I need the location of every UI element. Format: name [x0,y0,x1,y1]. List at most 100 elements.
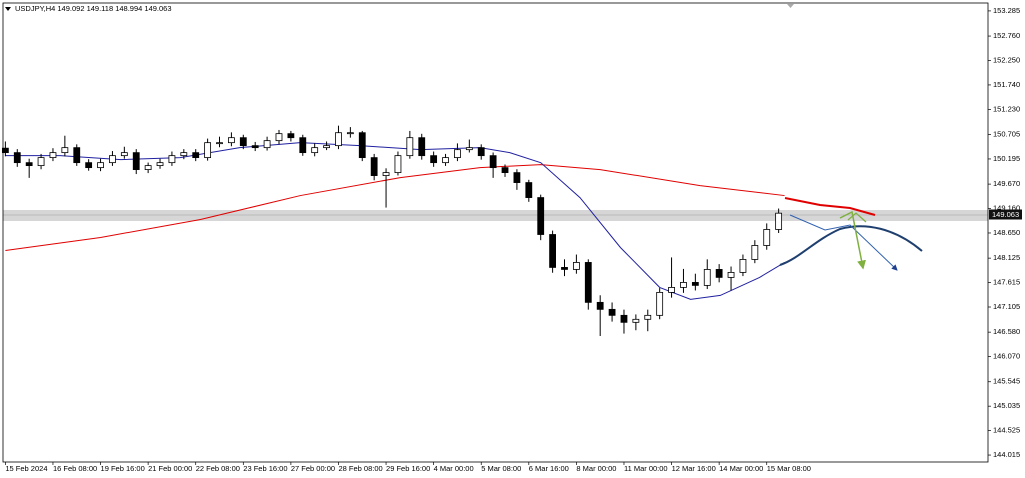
candle-body [501,167,509,174]
candle-body [299,137,307,154]
candle-body [382,172,390,176]
y-tick-label: 147.105 [993,302,1020,311]
x-tick-label: 12 Mar 16:00 [672,464,716,473]
candle-body [311,147,319,154]
x-tick-label: 19 Feb 16:00 [101,464,145,473]
x-tick-label: 28 Feb 08:00 [338,464,382,473]
price-label: 149.063 [992,210,1019,219]
candle-body [251,145,259,149]
candle-body [680,282,687,288]
forecast-curve [779,225,923,266]
x-tick-label: 23 Feb 16:00 [243,464,287,473]
price-label-box [989,209,1022,220]
x-tick-label: 16 Feb 08:00 [53,464,97,473]
candle-body [37,157,45,167]
candle-body [156,162,164,167]
candle-body [489,155,497,169]
candle-body [204,142,212,159]
x-tick-label: 15 Mar 08:00 [767,464,811,473]
x-tick-label: 5 Mar 08:00 [481,464,521,473]
candle-body [73,147,81,164]
candle-body [442,157,449,164]
candle-body [61,147,69,154]
x-tick-label: 4 Mar 00:00 [434,464,474,473]
chart-title: USDJPY,H4 149.092 149.118 148.994 149.06… [15,4,172,13]
candle-body [358,132,366,159]
y-tick-label: 152.760 [993,31,1020,40]
y-tick-label: 144.015 [993,450,1020,459]
candle-body [739,259,747,273]
plot-frame [2,2,989,463]
y-tick-label: 147.615 [993,278,1020,287]
y-tick-label: 146.070 [993,352,1020,361]
candle-body [239,137,247,147]
y-tick-label: 148.650 [993,228,1020,237]
x-tick-label: 11 Mar 00:00 [624,464,668,473]
candle-body [323,145,330,149]
x-tick-label: 14 Mar 00:00 [719,464,763,473]
candle-body [144,165,152,170]
candle-body [430,155,438,164]
candle-body [97,162,104,169]
candle-body [644,314,652,320]
candle-body [608,308,616,316]
x-tick-label: 8 Mar 00:00 [576,464,616,473]
plot [1,125,785,336]
candle-body [715,269,723,278]
x-tick-label: 15 Feb 2024 [5,464,47,473]
candle-body [703,269,711,286]
y-tick-label: 149.670 [993,179,1020,188]
candle-body [168,155,176,164]
candle-body [180,152,188,157]
y-tick-label: 145.035 [993,401,1020,410]
candle-body [537,197,545,235]
candle-body [13,152,21,164]
candle-body [620,314,628,323]
candle-body [561,267,568,270]
candle-body [691,282,699,286]
candle-body [109,155,116,164]
candle-body [418,137,426,157]
candle-body [228,137,235,144]
candle-body [394,155,402,174]
moving-average [5,164,785,251]
candle-body [656,291,664,316]
y-tick-label: 145.545 [993,377,1020,386]
menu-icon [5,7,11,11]
shift-marker [787,4,794,8]
candle-body [572,262,580,270]
y-tick-label: 150.195 [993,154,1020,163]
y-tick-label: 150.705 [993,130,1020,139]
y-tick-label: 149.160 [993,204,1020,213]
forecast-arrow [839,210,866,270]
candle-body [263,140,271,149]
candle-body [465,147,473,151]
candle-body [85,162,93,169]
candle-body [216,142,223,145]
candle-body [549,234,557,268]
candle-body [335,132,342,147]
candle-body [25,162,33,167]
candle-body [775,212,783,230]
x-tick-label: 21 Feb 00:00 [148,464,192,473]
candle-body [596,301,604,310]
y-tick-label: 153.285 [993,6,1020,15]
forecast-arrow [789,214,898,271]
y-tick-label: 144.525 [993,426,1020,435]
x-tick-label: 27 Feb 00:00 [291,464,335,473]
candle-body [632,318,640,323]
candle-body [668,287,675,293]
candle-body [406,137,414,157]
candle-body [763,229,771,246]
candle-body [477,147,485,157]
y-tick-label: 148.125 [993,253,1020,262]
x-tick-label: 29 Feb 16:00 [386,464,430,473]
candle-body [120,152,128,157]
candle-body [275,133,283,142]
candle-body [525,182,533,198]
candle-body [370,157,378,176]
candle-body [727,272,735,278]
candle-body [346,132,354,135]
